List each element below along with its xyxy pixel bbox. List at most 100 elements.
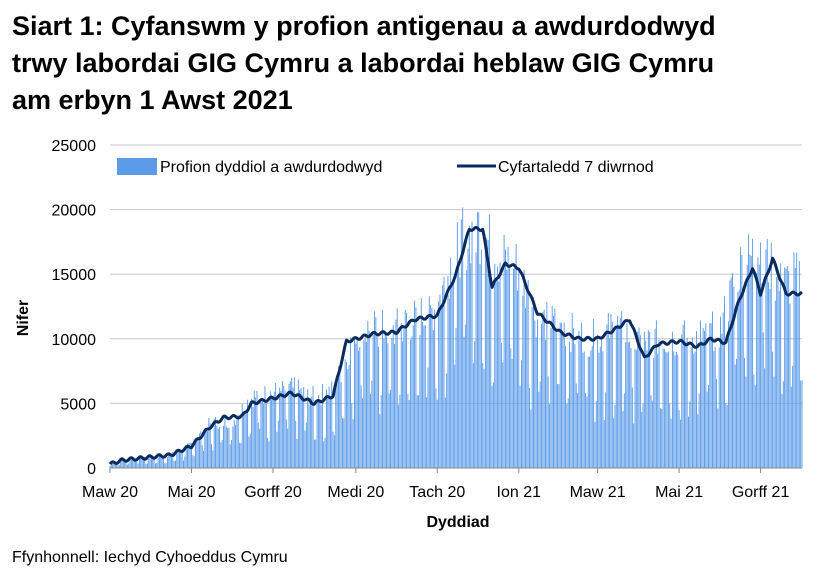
daily-bar bbox=[400, 323, 402, 468]
daily-bar bbox=[241, 404, 243, 468]
daily-bar bbox=[734, 364, 736, 468]
daily-bar bbox=[553, 315, 554, 468]
legend-bars-label: Profion dyddiol a awdurdodwyd bbox=[160, 159, 382, 176]
daily-bar bbox=[760, 242, 762, 468]
daily-bar bbox=[460, 219, 462, 468]
daily-bar bbox=[704, 330, 705, 468]
daily-bar bbox=[516, 290, 518, 468]
daily-bar bbox=[227, 428, 229, 468]
daily-bar bbox=[693, 353, 695, 468]
daily-bar bbox=[526, 292, 528, 468]
daily-bar bbox=[784, 267, 786, 468]
daily-bar bbox=[205, 428, 207, 468]
daily-bar bbox=[728, 321, 729, 468]
y-tick-label: 25000 bbox=[52, 138, 97, 155]
daily-bar bbox=[371, 380, 373, 468]
daily-bar bbox=[275, 383, 277, 468]
daily-bar bbox=[657, 353, 659, 468]
daily-bar bbox=[736, 358, 738, 468]
bars-series bbox=[109, 207, 803, 469]
daily-bar bbox=[641, 411, 643, 468]
daily-bar bbox=[364, 337, 366, 468]
daily-bar bbox=[183, 460, 184, 468]
x-tick-label: Mai 21 bbox=[655, 484, 703, 501]
daily-bar bbox=[581, 323, 583, 468]
daily-bar bbox=[582, 352, 584, 468]
daily-bar bbox=[706, 391, 708, 468]
daily-bar bbox=[782, 381, 784, 468]
daily-bar bbox=[742, 294, 744, 468]
daily-bar bbox=[459, 277, 461, 468]
daily-bar bbox=[328, 386, 330, 468]
daily-bar bbox=[587, 356, 589, 468]
y-tick-label: 0 bbox=[87, 461, 96, 478]
daily-bar bbox=[756, 272, 758, 468]
daily-bar bbox=[442, 285, 444, 468]
daily-bar bbox=[239, 442, 241, 468]
daily-bar bbox=[729, 280, 731, 468]
daily-bar bbox=[217, 428, 219, 468]
title-line-2: trwy labordai GIG Cymru a labordai hebla… bbox=[12, 48, 715, 78]
daily-bar bbox=[712, 311, 713, 468]
daily-bar bbox=[593, 318, 595, 468]
x-tick-label: Gorff 20 bbox=[244, 484, 302, 501]
daily-bar bbox=[121, 460, 123, 468]
daily-bar bbox=[647, 330, 649, 468]
daily-bar bbox=[375, 317, 377, 468]
daily-bar bbox=[129, 459, 131, 468]
daily-bar bbox=[663, 348, 665, 468]
daily-bar bbox=[478, 212, 480, 468]
daily-bar bbox=[565, 345, 567, 468]
daily-bar bbox=[539, 381, 541, 468]
daily-bar bbox=[629, 341, 631, 468]
daily-bar bbox=[272, 395, 274, 468]
daily-bar bbox=[309, 398, 311, 468]
daily-bar bbox=[208, 417, 210, 468]
daily-bar bbox=[324, 437, 326, 468]
daily-bar bbox=[312, 385, 314, 468]
daily-bar bbox=[651, 400, 653, 468]
y-axis-title: Nifer bbox=[15, 300, 32, 336]
daily-bar bbox=[235, 424, 237, 468]
daily-bar bbox=[675, 351, 677, 468]
daily-bar bbox=[228, 427, 230, 468]
daily-bar bbox=[645, 340, 647, 468]
daily-bar bbox=[170, 453, 172, 468]
daily-bar bbox=[471, 221, 473, 468]
daily-bar bbox=[690, 347, 692, 468]
daily-bar bbox=[344, 359, 346, 468]
daily-bar bbox=[562, 333, 564, 468]
daily-bar bbox=[778, 290, 780, 468]
daily-bar bbox=[203, 450, 204, 468]
daily-bar bbox=[559, 322, 561, 468]
daily-bar bbox=[166, 457, 168, 468]
daily-bar bbox=[390, 389, 392, 468]
daily-bar bbox=[379, 413, 381, 468]
daily-bar bbox=[606, 324, 608, 468]
daily-bar bbox=[341, 417, 343, 468]
daily-bar bbox=[269, 391, 271, 468]
daily-bar bbox=[243, 414, 245, 468]
daily-bar bbox=[329, 395, 331, 468]
daily-bar bbox=[575, 383, 577, 468]
daily-bar bbox=[137, 463, 139, 468]
daily-bar bbox=[114, 462, 116, 468]
daily-bar bbox=[534, 320, 536, 468]
daily-bar bbox=[773, 376, 775, 468]
daily-bar bbox=[427, 367, 429, 468]
daily-bar bbox=[573, 328, 575, 468]
daily-bar bbox=[404, 309, 406, 468]
daily-bar bbox=[569, 341, 571, 468]
source-note: Ffynhonnell: Iechyd Cyhoeddus Cymru bbox=[12, 549, 288, 566]
daily-bar bbox=[307, 389, 309, 468]
daily-bar bbox=[219, 426, 221, 468]
average-series bbox=[108, 225, 803, 466]
daily-bar bbox=[474, 341, 476, 468]
daily-bar bbox=[420, 297, 422, 468]
daily-bar bbox=[634, 348, 636, 468]
daily-bar bbox=[439, 294, 441, 468]
daily-bar bbox=[216, 425, 218, 468]
daily-bar bbox=[292, 387, 294, 468]
daily-bar bbox=[524, 307, 526, 468]
daily-bar bbox=[549, 404, 550, 468]
